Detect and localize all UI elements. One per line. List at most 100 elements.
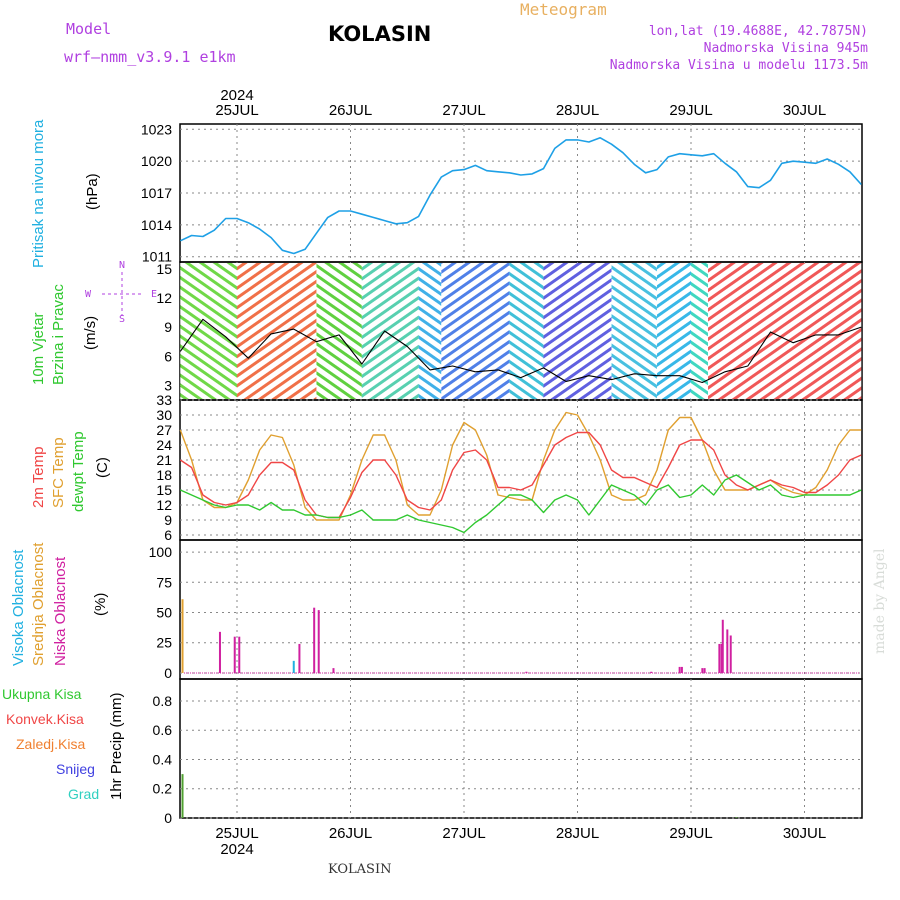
model-value: wrf–nmm_v3.9.1 e1km <box>64 48 236 66</box>
date-top-3: 28JUL <box>556 102 599 119</box>
ytick-2-8: 30 <box>156 407 172 423</box>
cloud-low-bar-12 <box>703 668 706 673</box>
cloud-low-bar-6 <box>332 668 335 673</box>
ytick-2-2: 12 <box>156 497 172 513</box>
precip-total-bar-0 <box>181 774 184 818</box>
date-bottom-0: 25JUL <box>215 825 258 842</box>
ytick-3-2: 50 <box>156 605 172 621</box>
model-label: Model <box>66 20 112 38</box>
legend-hail: Grad <box>68 786 100 802</box>
wind-speed-line <box>179 318 862 384</box>
wind-barb-field-9 <box>656 263 691 399</box>
date-top-0: 25JUL <box>215 102 258 119</box>
ytick-0-1: 1014 <box>141 217 172 233</box>
cloud-low-bar-14 <box>720 643 723 673</box>
date-top-5: 30JUL <box>783 102 826 119</box>
cloud-mid-bar-0 <box>181 599 184 673</box>
cloud-low-bar-1 <box>233 636 236 673</box>
ytick-3-4: 100 <box>149 544 173 560</box>
wind-barb-field-3 <box>361 263 419 399</box>
pressure-line <box>179 137 862 255</box>
ytick-2-5: 21 <box>156 452 172 468</box>
ytick-2-4: 18 <box>156 467 172 483</box>
temp2m-line <box>179 431 862 519</box>
cloud-low-bar-3 <box>298 643 301 673</box>
wind-barb-field-10 <box>691 263 709 399</box>
cloud-low-bar-15 <box>721 619 724 673</box>
year-bottom: 2024 <box>220 841 253 858</box>
panel-frame-3 <box>179 539 863 680</box>
footer-station: KOLASIN <box>328 862 392 877</box>
date-bottom-5: 30JUL <box>783 825 826 842</box>
panel-frame-4 <box>179 678 863 819</box>
ytick-2-0: 6 <box>164 527 172 543</box>
ytick-3-3: 75 <box>156 574 172 590</box>
wind-barb-field-2 <box>316 263 362 399</box>
date-top-2: 27JUL <box>442 102 485 119</box>
compass-n: N <box>119 260 125 271</box>
cloud-low-bar-16 <box>726 629 729 673</box>
cloud-low-bar-5 <box>317 610 320 673</box>
model-elevation: Nadmorska Visina u modelu 1173.5m <box>609 58 868 73</box>
ytick-4-0: 0 <box>164 810 172 826</box>
wind-barb-field-6 <box>509 263 544 399</box>
legend-total-rain: Ukupna Kisa <box>2 686 82 702</box>
year-top: 2024 <box>220 87 253 104</box>
cloud-low-bar-11 <box>701 668 704 673</box>
ytick-1-2: 9 <box>164 319 172 335</box>
legend-snow: Snijeg <box>56 761 95 777</box>
ytick-3-0: 0 <box>164 665 172 681</box>
compass-s: S <box>119 314 125 325</box>
ytick-1-3: 12 <box>156 290 172 306</box>
wind-barb-field-0 <box>180 263 237 399</box>
product-title: Meteogram <box>520 0 607 19</box>
wind-barb-field-5 <box>441 263 510 399</box>
cloud-low-bar-2 <box>238 636 241 673</box>
wind-barb-field-8 <box>611 263 657 399</box>
cloud-high-bar-0 <box>292 660 295 673</box>
cloud-low-bar-17 <box>729 635 732 673</box>
ytick-1-1: 6 <box>164 348 172 364</box>
wind-barb-field-4 <box>418 263 442 399</box>
ytick-4-1: 0.2 <box>153 781 173 797</box>
precip-total-bar-1 <box>735 817 738 818</box>
cloud-low-bar-13 <box>718 643 721 673</box>
ytick-0-0: 1011 <box>142 249 172 265</box>
ytick-4-4: 0.8 <box>153 693 173 709</box>
legend-frz-rain: Zaledj.Kisa <box>16 736 86 752</box>
date-bottom-1: 26JUL <box>329 825 372 842</box>
compass-e: E <box>151 289 157 300</box>
ytick-0-3: 1020 <box>141 153 172 169</box>
ytick-0-2: 1017 <box>141 185 172 201</box>
legend-conv-rain: Konvek.Kisa <box>6 711 84 727</box>
cloud-low-bar-9 <box>678 666 681 673</box>
compass-w: W <box>85 289 92 300</box>
ytick-1-4: 15 <box>156 261 172 277</box>
sfc-temp-line <box>179 411 862 521</box>
cloud-low-bar-7 <box>525 671 528 673</box>
cloud-low-bar-4 <box>313 607 316 673</box>
cloud-low-bar-0 <box>218 631 221 673</box>
ytick-2-7: 27 <box>156 422 172 438</box>
wind-barb-field-1 <box>237 263 317 399</box>
panel-frame-2 <box>179 399 863 541</box>
location-coords: lon,lat (19.4688E, 42.7875N) <box>648 24 868 39</box>
cloud-low-bar-10 <box>680 666 683 673</box>
date-bottom-4: 29JUL <box>669 825 712 842</box>
date-bottom-3: 28JUL <box>556 825 599 842</box>
wind-barb-field-11 <box>708 263 862 399</box>
ytick-2-9: 33 <box>156 392 172 408</box>
station-title: KOLASIN <box>328 22 432 46</box>
date-top-4: 29JUL <box>669 102 712 119</box>
ytick-4-2: 0.4 <box>153 751 173 767</box>
ytick-2-6: 24 <box>156 437 172 453</box>
dewpoint-line <box>180 474 862 534</box>
date-top-1: 26JUL <box>329 102 372 119</box>
wind-barb-field-7 <box>543 263 612 399</box>
date-bottom-2: 27JUL <box>442 825 485 842</box>
ytick-0-4: 1023 <box>141 121 172 137</box>
ytick-4-3: 0.6 <box>153 722 173 738</box>
ytick-1-0: 3 <box>164 377 172 393</box>
cloud-low-bar-8 <box>650 671 653 673</box>
